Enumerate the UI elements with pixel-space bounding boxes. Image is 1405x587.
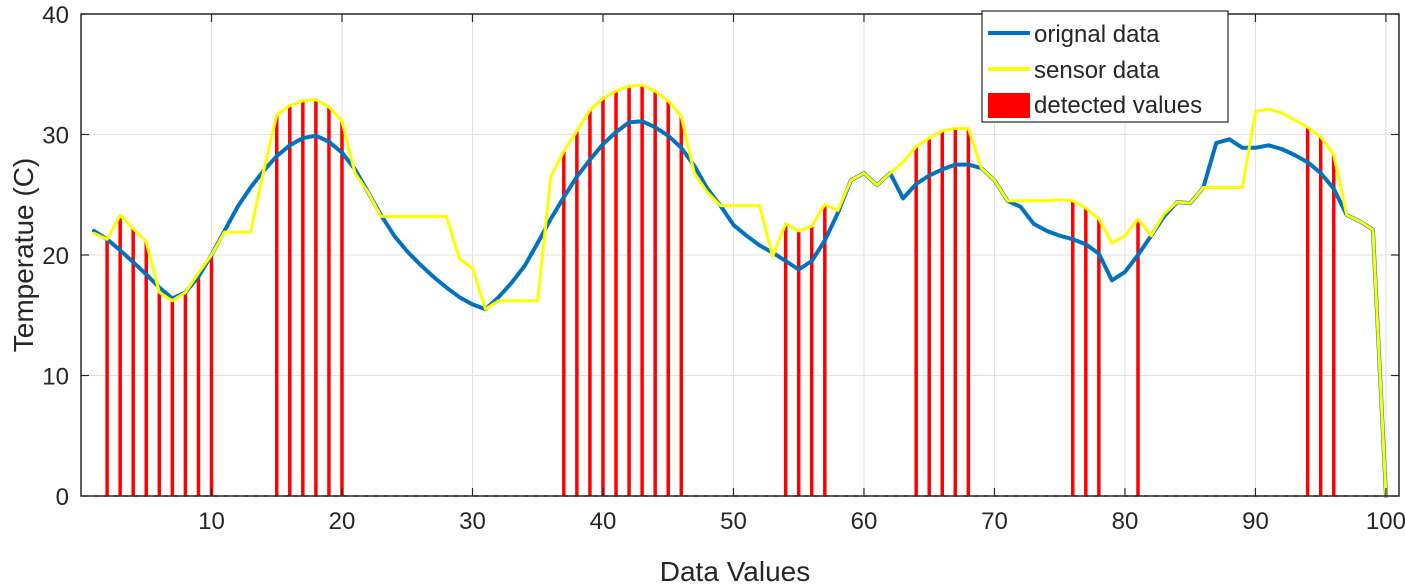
x-tick-label: 50 — [720, 508, 747, 535]
series-lines — [92, 83, 1388, 498]
x-tick-label: 100 — [1366, 508, 1405, 535]
legend: orignal data sensor data detected values — [981, 10, 1229, 123]
x-tick-label: 60 — [851, 508, 878, 535]
y-axis-label: Temperatue (C) — [8, 158, 39, 353]
detected-values-stems — [105, 85, 1336, 496]
sensor-data-line — [92, 83, 1388, 498]
x-tick-label: 70 — [981, 508, 1008, 535]
legend-label-original: orignal data — [1034, 21, 1160, 48]
y-tick-label: 30 — [42, 123, 69, 150]
y-tick-label: 0 — [56, 484, 69, 511]
legend-label-sensor: sensor data — [1034, 57, 1160, 84]
legend-label-detected: detected values — [1034, 92, 1202, 119]
axis-ticks: 10 20 30 40 50 60 70 80 90 100 0 10 20 30 40 — [42, 2, 1405, 535]
x-tick-label: 20 — [329, 508, 356, 535]
legend-swatch-detected — [988, 93, 1030, 118]
x-tick-label: 10 — [198, 508, 225, 535]
x-tick-label: 90 — [1242, 508, 1269, 535]
y-tick-label: 10 — [42, 364, 69, 391]
x-tick-label: 80 — [1112, 508, 1139, 535]
y-tick-label: 40 — [42, 2, 69, 29]
x-tick-label: 30 — [459, 508, 486, 535]
y-tick-label: 20 — [42, 243, 69, 270]
x-axis-label: Data Values — [660, 556, 810, 587]
x-tick-label: 40 — [590, 508, 617, 535]
